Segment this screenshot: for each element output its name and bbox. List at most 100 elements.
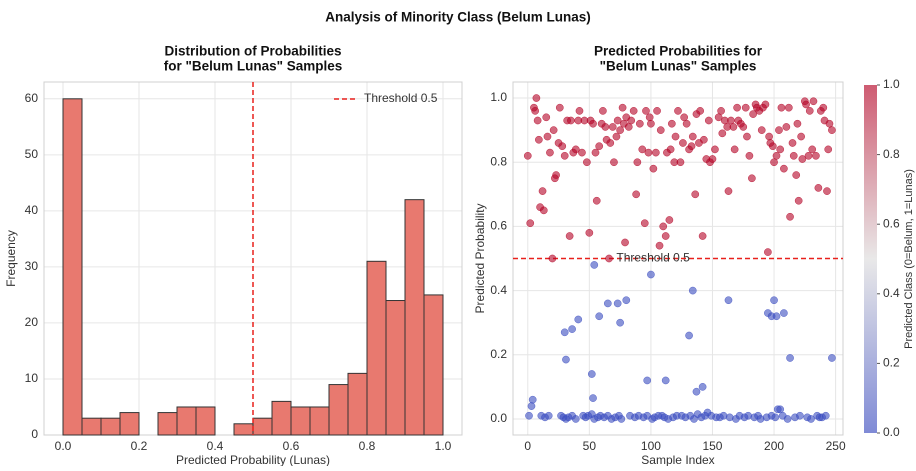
scatter-point — [776, 405, 785, 414]
scatter-point — [730, 145, 739, 154]
scatter-point — [741, 103, 750, 112]
scatter-point — [622, 296, 631, 305]
legend-label: Threshold 0.5 — [364, 91, 438, 105]
colorbar-tick-label: 0.8 — [883, 147, 900, 161]
scatter-point — [531, 107, 540, 115]
x-tick-label: 0.6 — [283, 439, 300, 453]
x-tick-label: 200 — [764, 439, 784, 453]
scatter-point — [587, 370, 596, 378]
scatter-point — [523, 151, 532, 160]
scatter-point — [618, 103, 627, 112]
scatter-point — [698, 383, 707, 391]
bar — [309, 406, 330, 436]
scatter-point — [733, 103, 741, 112]
scatter-point — [786, 354, 794, 362]
scatter-point — [828, 354, 836, 362]
scatter-point — [824, 145, 833, 154]
scatter-point — [606, 139, 615, 147]
y-tick-label: 0.8 — [490, 154, 507, 168]
scatter-point — [599, 107, 607, 115]
scatter-point — [711, 145, 719, 154]
bar — [404, 199, 425, 436]
scatter-point — [764, 248, 772, 256]
chart-title: Distribution of Probabilities — [164, 44, 341, 59]
y-tick-label: 0.6 — [490, 219, 507, 233]
scatter-point — [651, 148, 660, 157]
x-tick-label: 1.0 — [435, 439, 452, 453]
scatter-point — [589, 119, 597, 128]
y-tick-label: 50 — [25, 147, 39, 161]
scatter-point — [645, 113, 654, 122]
bar — [62, 98, 83, 436]
scatter-point — [552, 171, 560, 179]
y-tick-label: 0 — [31, 427, 38, 441]
scatter-point — [786, 212, 794, 221]
scatter-point — [601, 123, 610, 131]
scatter-point — [687, 142, 696, 151]
x-axis-label: Predicted Probability (Lunas) — [176, 453, 330, 466]
scatter-point — [783, 415, 792, 423]
scatter-point — [788, 139, 797, 147]
colorbar-tick-label: 0.4 — [883, 286, 900, 300]
scatter-point — [666, 145, 675, 154]
scatter-point — [642, 107, 650, 115]
scatter-point — [797, 132, 805, 141]
scatter-point — [724, 296, 733, 305]
colorbar-tick-label: 0.6 — [883, 216, 900, 230]
scatter-point — [543, 132, 552, 141]
x-tick-label: 0.4 — [207, 439, 224, 453]
bar — [271, 400, 292, 436]
scatter-point — [772, 151, 781, 160]
scatter-point — [555, 103, 564, 112]
scatter-point — [605, 254, 613, 263]
scatter-point — [539, 206, 548, 215]
scatter-point — [589, 394, 597, 402]
scatter-point — [749, 110, 757, 118]
scatter-point — [679, 139, 687, 147]
scatter-point — [812, 151, 820, 160]
threshold-label: Threshold 0.5 — [616, 251, 690, 265]
scatter-point — [603, 299, 612, 308]
scatter-point — [544, 411, 553, 420]
scatter-point — [729, 123, 738, 131]
scatter-point — [708, 155, 717, 163]
bar — [347, 372, 368, 436]
colorbar-tick-label: 1.0 — [883, 77, 900, 91]
scatter-point — [661, 232, 670, 240]
scatter-point — [578, 148, 586, 157]
scatter-point — [780, 309, 788, 317]
scatter-point — [772, 312, 781, 321]
scatter-point — [585, 228, 594, 237]
scatter-point — [761, 100, 770, 109]
scatter-point — [617, 415, 626, 423]
scatter-point — [643, 376, 652, 385]
scatter-point — [793, 119, 802, 128]
scatter-point — [647, 119, 655, 128]
scatter-point — [644, 148, 653, 157]
scatter-point — [613, 116, 622, 125]
scatter-point — [796, 411, 804, 420]
scatter-point — [549, 126, 558, 134]
scatter-point — [526, 219, 535, 228]
scatter-point — [621, 238, 629, 247]
scatter-point — [814, 184, 823, 192]
scatter-point — [782, 123, 791, 131]
scatter-point — [784, 103, 793, 112]
scatter-point — [568, 325, 576, 333]
scatter-point — [802, 100, 810, 109]
scatter-point — [688, 286, 697, 295]
scatter-point — [548, 254, 557, 263]
scatter-point — [560, 328, 569, 337]
scatter-point — [771, 413, 780, 422]
scatter-point — [739, 123, 748, 131]
scatter-point — [794, 196, 803, 205]
scatter-point — [574, 315, 583, 324]
scatter-point — [533, 116, 542, 125]
scatter-point — [571, 415, 580, 423]
scatter-point — [632, 190, 640, 199]
scatter-point — [789, 151, 798, 160]
scatter-point — [685, 331, 693, 340]
bar — [328, 384, 349, 436]
scatter-point — [688, 132, 697, 141]
scatter-point — [780, 164, 788, 173]
